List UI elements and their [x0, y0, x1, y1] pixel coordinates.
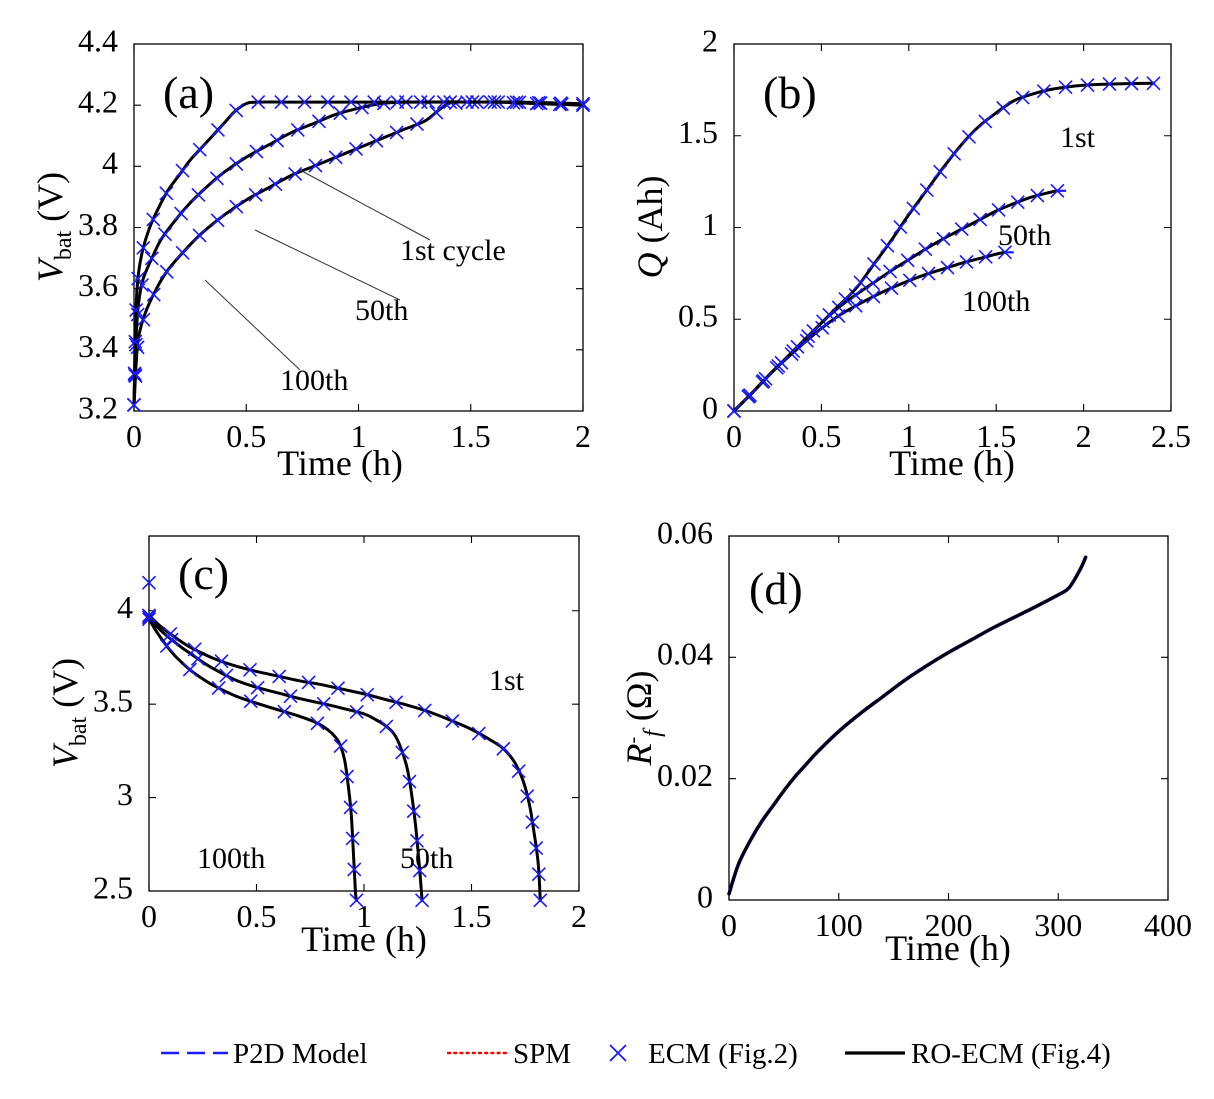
svg-text:100th: 100th — [962, 285, 1030, 318]
svg-text:Vbat (V): Vbat (V) — [30, 172, 77, 282]
svg-text:1st: 1st — [489, 664, 525, 697]
svg-text:0: 0 — [697, 878, 713, 914]
svg-text:100th: 100th — [197, 842, 265, 875]
svg-text:4.4: 4.4 — [78, 22, 118, 58]
svg-text:2: 2 — [702, 22, 718, 58]
svg-text:Time (h): Time (h) — [889, 443, 1015, 483]
svg-text:4.2: 4.2 — [78, 84, 118, 120]
svg-text:100: 100 — [815, 907, 863, 943]
svg-text:0.5: 0.5 — [678, 298, 718, 334]
svg-text:3.6: 3.6 — [78, 267, 118, 303]
svg-text:1st cycle: 1st cycle — [400, 234, 506, 267]
svg-text:50th: 50th — [355, 294, 408, 327]
svg-text:Vbat (V): Vbat (V) — [45, 658, 92, 768]
svg-text:SPM: SPM — [513, 1038, 571, 1070]
svg-text:0.5: 0.5 — [226, 418, 266, 454]
svg-text:R-f (Ω): R-f (Ω) — [619, 670, 666, 766]
svg-text:50th: 50th — [998, 219, 1051, 252]
svg-text:0.02: 0.02 — [657, 757, 713, 793]
svg-text:2: 2 — [575, 418, 591, 454]
svg-text:4: 4 — [117, 589, 133, 625]
svg-text:1: 1 — [702, 206, 718, 242]
svg-text:0.5: 0.5 — [801, 418, 841, 454]
svg-text:0: 0 — [726, 418, 742, 454]
svg-text:50th: 50th — [400, 842, 453, 875]
svg-text:(c): (c) — [178, 548, 229, 599]
svg-text:3.8: 3.8 — [78, 206, 118, 242]
svg-text:Q (Ah): Q (Ah) — [630, 176, 670, 279]
svg-text:1.5: 1.5 — [678, 114, 718, 150]
svg-text:Time (h): Time (h) — [277, 443, 403, 483]
svg-text:P2D Model: P2D Model — [233, 1038, 368, 1070]
svg-text:100th: 100th — [280, 364, 348, 397]
svg-text:3.5: 3.5 — [93, 683, 133, 719]
svg-text:3.2: 3.2 — [78, 389, 118, 425]
svg-text:2.5: 2.5 — [1151, 418, 1191, 454]
svg-text:300: 300 — [1034, 907, 1082, 943]
svg-text:(b): (b) — [763, 67, 817, 118]
svg-text:1st: 1st — [1060, 121, 1096, 154]
svg-text:1.5: 1.5 — [451, 418, 491, 454]
svg-text:0.5: 0.5 — [237, 898, 277, 934]
svg-text:1.5: 1.5 — [452, 898, 492, 934]
svg-text:(a): (a) — [163, 67, 214, 118]
svg-text:ECM (Fig.2): ECM (Fig.2) — [648, 1038, 798, 1070]
svg-text:2: 2 — [1076, 418, 1092, 454]
svg-text:0: 0 — [141, 898, 157, 934]
svg-text:Time (h): Time (h) — [301, 919, 427, 959]
svg-text:0: 0 — [721, 907, 737, 943]
svg-text:0: 0 — [702, 389, 718, 425]
svg-text:(d): (d) — [749, 563, 803, 614]
svg-text:Time (h): Time (h) — [885, 928, 1011, 968]
svg-text:2: 2 — [571, 898, 587, 934]
svg-text:400: 400 — [1144, 907, 1192, 943]
svg-text:3: 3 — [117, 776, 133, 812]
svg-text:0.06: 0.06 — [657, 514, 713, 550]
svg-text:RO-ECM (Fig.4): RO-ECM (Fig.4) — [911, 1038, 1111, 1070]
svg-text:3.4: 3.4 — [78, 328, 118, 364]
svg-text:4: 4 — [102, 145, 118, 181]
svg-text:0.04: 0.04 — [657, 636, 713, 672]
svg-text:0: 0 — [126, 418, 142, 454]
svg-text:2.5: 2.5 — [93, 869, 133, 905]
